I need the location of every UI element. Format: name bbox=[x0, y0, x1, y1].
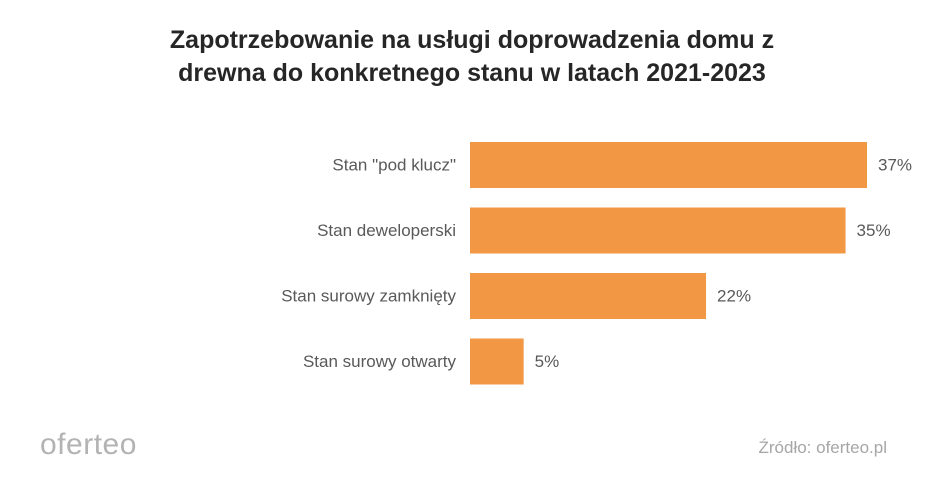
source-note: Źródło: oferteo.pl bbox=[758, 438, 887, 457]
chart-title-line-1: Zapotrzebowanie na usługi doprowadzenia … bbox=[169, 26, 775, 54]
category-label-3: Stan surowy zamknięty bbox=[281, 287, 456, 306]
category-label-4: Stan surowy otwarty bbox=[303, 352, 457, 371]
bar-1 bbox=[470, 142, 867, 188]
bar-2 bbox=[470, 207, 846, 254]
bar-4 bbox=[470, 338, 524, 385]
value-label-1: 37% bbox=[878, 156, 912, 175]
value-label-2: 35% bbox=[857, 221, 891, 240]
category-label-2: Stan deweloperski bbox=[317, 221, 456, 240]
chart-title-line-2: drewna do konkretnego stanu w latach 202… bbox=[178, 59, 766, 87]
value-label-4: 5% bbox=[535, 352, 560, 371]
bar-3 bbox=[470, 273, 707, 319]
chart-title: Zapotrzebowanie na usługi doprowadzenia … bbox=[0, 24, 944, 90]
value-label-3: 22% bbox=[717, 287, 751, 306]
category-label-1: Stan "pod klucz" bbox=[332, 156, 456, 175]
oferteo-logo: oferteo bbox=[40, 428, 137, 461]
